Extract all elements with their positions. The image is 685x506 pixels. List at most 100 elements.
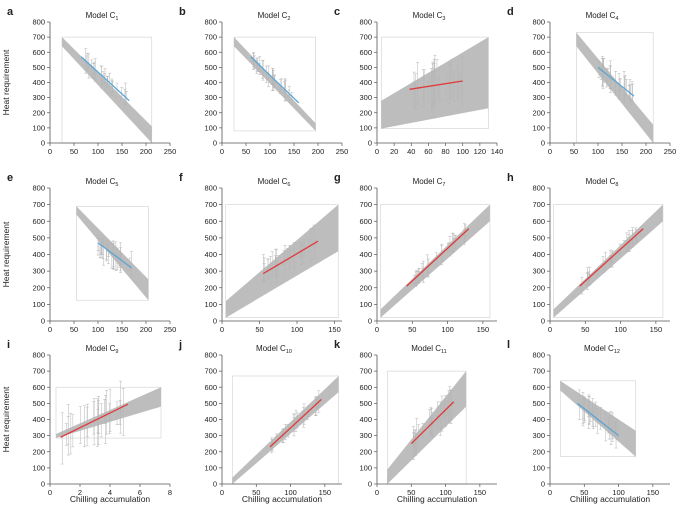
y-tick-label: 700: [359, 33, 372, 42]
x-tick-label: 150: [616, 147, 629, 156]
y-tick-label: 700: [204, 33, 217, 42]
x-tick-label: 140: [491, 147, 504, 156]
panel-title-text: Model C: [586, 11, 616, 20]
y-tick-label: 0: [541, 139, 545, 148]
x-tick-label: 0: [548, 325, 552, 334]
panel-title-text: Model C: [584, 344, 614, 353]
panel-i: 0 100 200 300 400 500 600 700 800 0 2 4 6 8 i Model C9 H…: [1, 339, 172, 504]
x-tick-label: 0: [375, 147, 379, 156]
confidence-band: [576, 32, 654, 143]
fit-line: [577, 402, 619, 437]
y-tick-label: 600: [359, 48, 372, 57]
y-tick-label: 0: [368, 317, 372, 326]
x-tick-label: 50: [70, 147, 78, 156]
y-tick-label: 0: [368, 480, 372, 489]
y-tick-label: 800: [32, 184, 45, 193]
panel-letter: l: [507, 339, 510, 351]
y-tick-label: 800: [532, 184, 545, 193]
y-tick-label: 0: [541, 480, 545, 489]
x-tick-label: 100: [456, 147, 469, 156]
x-tick-label: 200: [140, 325, 153, 334]
x-axis-title: Chilling accumulation: [397, 494, 478, 504]
panel-frame: [380, 36, 489, 129]
y-tick-label: 400: [204, 250, 217, 259]
y-tick-label: 300: [204, 431, 217, 440]
y-tick-label: 700: [532, 200, 545, 209]
panel-title-subscript: 10: [286, 349, 292, 355]
x-tick-label: 20: [390, 147, 398, 156]
y-tick-label: 400: [204, 415, 217, 424]
y-tick-label: 700: [32, 367, 45, 376]
y-tick-label: 400: [32, 250, 45, 259]
panel-letter: h: [507, 172, 514, 184]
x-tick-label: 150: [328, 325, 341, 334]
x-tick-label: 200: [140, 147, 153, 156]
x-tick-label: 100: [592, 147, 605, 156]
x-tick-label: 40: [407, 147, 415, 156]
y-tick-label: 700: [359, 200, 372, 209]
x-tick-label: 100: [92, 325, 105, 334]
y-tick-label: 300: [32, 431, 45, 440]
panel-title-subscript: 11: [441, 349, 447, 355]
y-tick-label: 200: [204, 447, 217, 456]
y-tick-label: 400: [359, 250, 372, 259]
x-tick-label: 150: [477, 325, 490, 334]
panel-title: Model C7: [413, 177, 446, 188]
x-tick-label: 150: [116, 325, 129, 334]
panel-l: 0 100 200 300 400 500 600 700 800 0 50 100 150 l Model…: [507, 339, 670, 504]
panel-title-text: Model C: [258, 177, 288, 186]
fit-line: [410, 401, 455, 445]
x-tick-label: 200: [640, 147, 653, 156]
x-tick-label: 250: [164, 325, 177, 334]
y-tick-label: 500: [532, 63, 545, 72]
y-tick-label: 600: [359, 217, 372, 226]
confidence-band: [380, 204, 490, 318]
y-tick-label: 100: [32, 300, 45, 309]
panel-title: Model C5: [86, 177, 119, 188]
fit-line: [250, 56, 300, 104]
panel-title: Model C4: [586, 11, 619, 22]
y-tick-label: 300: [359, 267, 372, 276]
x-tick-label: 60: [424, 147, 432, 156]
x-tick-label: 0: [48, 147, 52, 156]
y-tick-label: 200: [532, 108, 545, 117]
y-tick-label: 0: [41, 480, 45, 489]
panel-title-text: Model C: [86, 344, 116, 353]
y-tick-label: 800: [204, 184, 217, 193]
panel-g: 0 100 200 300 400 500 600 700 800 0 50 100 150 g Model…: [334, 172, 497, 334]
x-tick-label: 100: [439, 488, 452, 497]
panel-title-subscript: 7: [442, 182, 445, 188]
fit-line: [579, 228, 644, 287]
panel-title: Model C6: [258, 177, 291, 188]
y-tick-label: 300: [204, 267, 217, 276]
panel-frame: [380, 204, 491, 318]
fit-line: [409, 80, 463, 90]
x-tick-label: 50: [252, 488, 260, 497]
y-axis-title: Heat requirement: [1, 221, 11, 287]
y-tick-label: 0: [41, 317, 45, 326]
x-tick-label: 100: [264, 147, 277, 156]
y-tick-label: 300: [532, 267, 545, 276]
x-tick-label: 0: [220, 147, 224, 156]
y-tick-label: 300: [32, 267, 45, 276]
confidence-band: [234, 37, 316, 131]
y-tick-label: 400: [359, 415, 372, 424]
x-tick-label: 250: [336, 147, 349, 156]
x-tick-label: 8: [168, 488, 172, 497]
y-tick-label: 400: [532, 415, 545, 424]
panel-title-subscript: 9: [115, 349, 118, 355]
panel-title-subscript: 6: [287, 182, 290, 188]
y-tick-label: 200: [359, 283, 372, 292]
y-tick-label: 0: [41, 139, 45, 148]
panel-b: 0 100 200 300 400 500 600 700 800 0 50 100 150 200 250…: [179, 6, 348, 156]
y-tick-label: 600: [32, 217, 45, 226]
y-tick-label: 500: [359, 399, 372, 408]
y-tick-label: 200: [532, 447, 545, 456]
y-tick-label: 400: [532, 250, 545, 259]
panel-letter: e: [7, 172, 13, 184]
y-tick-label: 700: [204, 200, 217, 209]
panel-title-text: Model C: [413, 11, 443, 20]
x-tick-label: 6: [138, 488, 142, 497]
y-tick-label: 0: [541, 317, 545, 326]
